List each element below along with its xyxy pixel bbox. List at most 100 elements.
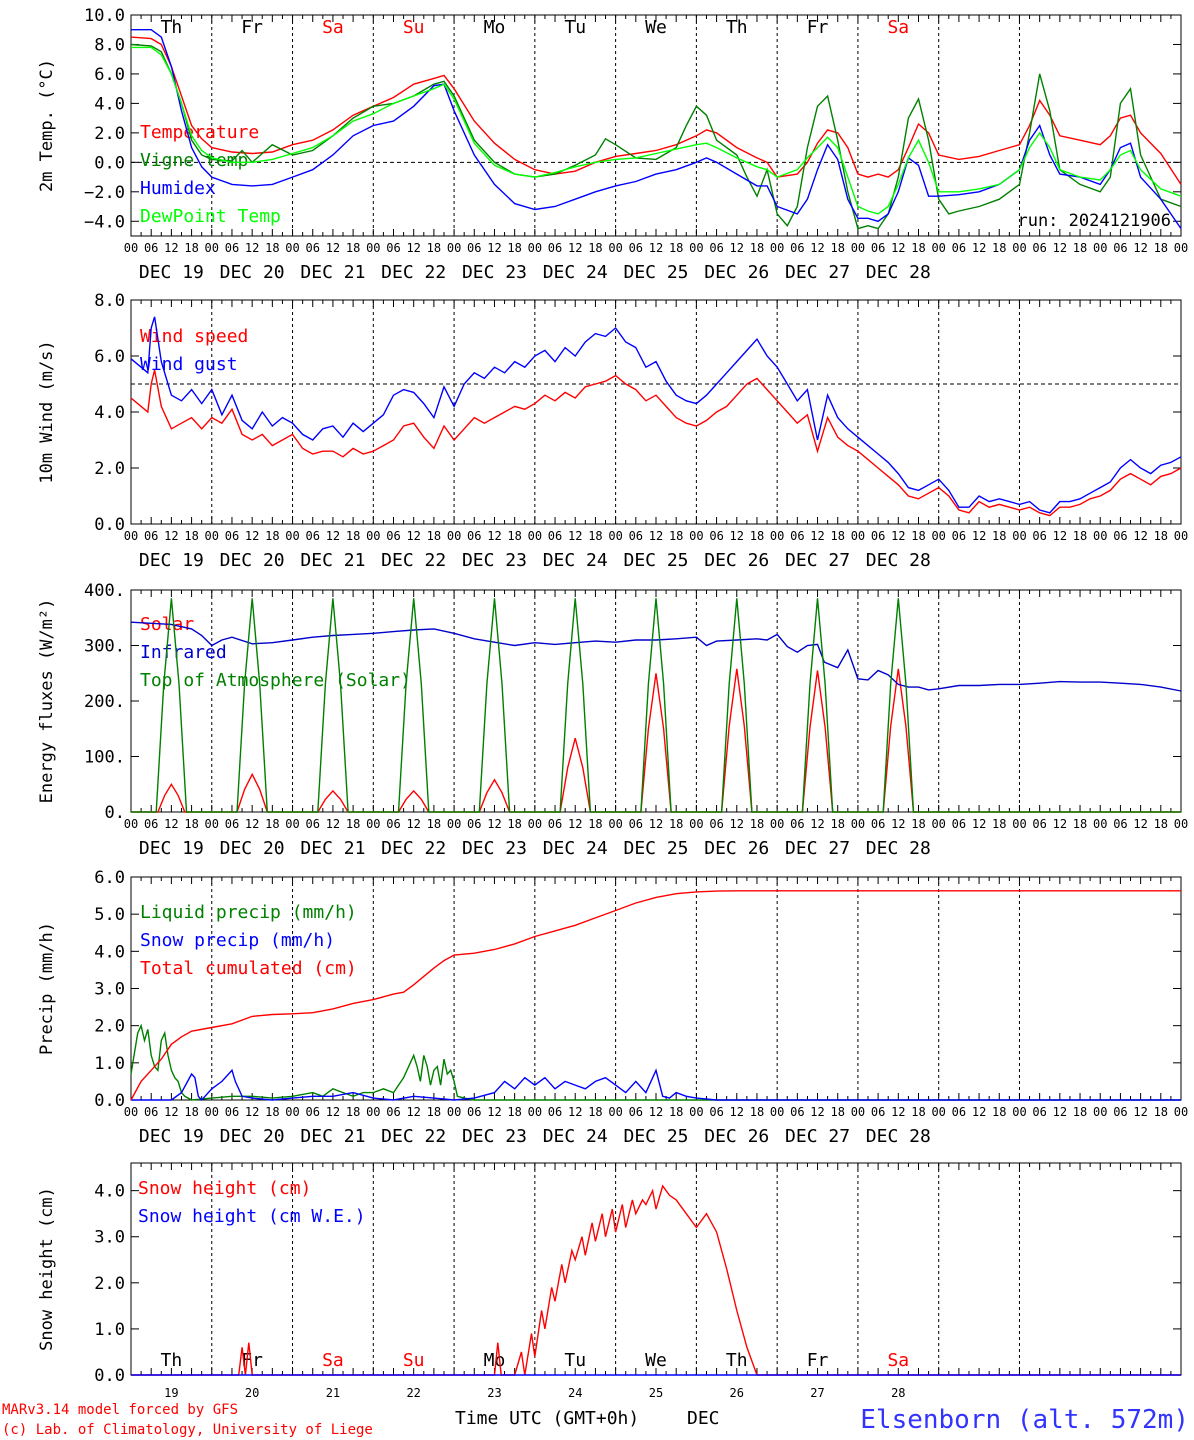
x-hour-label: 18 [750,1105,764,1119]
x-date-label: DEC 23 [462,1126,527,1147]
x-hour-label: 00 [1012,1105,1026,1119]
x-hour-label: 06 [871,529,885,543]
x-date-label: DEC 21 [300,550,365,571]
x-hour-label: 06 [709,817,723,831]
x-hour-label: 12 [972,817,986,831]
x-date-label: DEC 20 [220,262,285,283]
x-date-label: DEC 27 [785,838,850,859]
x-hour-label: 00 [770,241,784,255]
series-line [131,1068,1181,1102]
x-hour-label: 00 [285,241,299,255]
x-date-label: DEC 26 [704,262,769,283]
day-number-label: 27 [810,1386,824,1400]
x-hour-label: 06 [225,817,239,831]
x-date-label: DEC 25 [623,262,688,283]
x-hour-label: 00 [124,817,138,831]
x-hour-label: 12 [568,241,582,255]
x-hour-label: 00 [851,241,865,255]
x-hour-label: 18 [1154,1105,1168,1119]
x-hour-label: 18 [1154,817,1168,831]
x-hour-label: 12 [487,529,501,543]
legend-entry: Wind speed [140,326,248,347]
series-line [130,1023,1181,1101]
x-hour-label: 06 [790,241,804,255]
x-hour-label: 00 [608,1105,622,1119]
x-date-label: DEC 24 [543,262,608,283]
month-label: DEC [687,1408,720,1429]
x-date-label: DEC 26 [704,838,769,859]
legend-entry: Humidex [140,178,216,199]
x-hour-label: 12 [245,529,259,543]
x-hour-label: 18 [831,1105,845,1119]
x-hour-label: 12 [164,529,178,543]
y-tick-label: 8.0 [94,291,125,311]
series-line [130,621,1182,692]
x-hour-label: 12 [164,817,178,831]
weekday-label: Th [726,17,748,38]
day-number-label: 26 [730,1386,744,1400]
y-tick-label: 4.0 [94,94,125,114]
x-hour-label: 00 [205,241,219,255]
x-hour-label: 18 [669,529,683,543]
x-hour-label: 12 [406,817,420,831]
legend-entry: Temperature [140,122,259,143]
x-hour-label: 12 [891,529,905,543]
x-hour-label: 06 [1032,241,1046,255]
day-number-label: 25 [649,1386,663,1400]
weekday-label: Sa [322,17,344,38]
x-hour-label: 00 [285,817,299,831]
x-date-label: DEC 28 [866,550,931,571]
legend-entry: Snow height (cm W.E.) [138,1206,366,1227]
y-tick-label: 3.0 [94,1228,125,1248]
panel-2: 0.0 2.0 4.0 6.0 8.0 10m Wind (m/s) 00 06 12 18 00 0… [37,291,1188,571]
x-hour-label: 18 [346,529,360,543]
x-hour-label: 00 [1093,817,1107,831]
x-hour-label: 06 [306,241,320,255]
y-tick-label: −2.0 [84,183,125,203]
x-hour-label: 18 [911,817,925,831]
weekday-label: Mo [484,1350,506,1371]
series-line [130,43,1182,230]
x-hour-label: 06 [871,1105,885,1119]
y-axis-label: 2m Temp. (°C) [37,59,57,192]
x-hour-label: 00 [608,241,622,255]
x-hour-label: 18 [507,817,521,831]
x-hour-label: 06 [1032,529,1046,543]
x-hour-label: 00 [689,1105,703,1119]
day-number-label: 24 [568,1386,582,1400]
x-date-label: DEC 25 [623,838,688,859]
legend-entry: Vigne temp [140,150,248,171]
y-axis-label: Energy fluxes (W/m²) [37,599,57,804]
x-date-label: DEC 19 [139,550,204,571]
x-date-label: DEC 22 [381,1126,446,1147]
x-hour-label: 00 [528,529,542,543]
x-hour-label: 00 [1093,529,1107,543]
x-hour-label: 12 [891,1105,905,1119]
weekday-label: Fr [807,1350,829,1371]
x-hour-label: 12 [1053,241,1067,255]
x-date-label: DEC 21 [300,262,365,283]
x-hour-label: 18 [1073,529,1087,543]
y-tick-label: 1.0 [94,1054,125,1074]
x-hour-label: 00 [608,529,622,543]
legend-entry: Infrared [140,642,227,663]
x-hour-label: 06 [629,241,643,255]
x-date-label: DEC 27 [785,1126,850,1147]
x-hour-label: 18 [265,1105,279,1119]
x-hour-label: 18 [669,241,683,255]
x-hour-label: 12 [164,1105,178,1119]
x-hour-label: 18 [669,1105,683,1119]
x-hour-label: 18 [346,241,360,255]
x-hour-label: 00 [124,529,138,543]
x-date-label: DEC 25 [623,550,688,571]
series-line [131,29,1182,229]
x-hour-label: 12 [406,529,420,543]
y-tick-label: 0.0 [94,153,125,173]
panel-3: 0. 100. 200. 300. 400. Energy fluxes (W/m²) 00… [37,581,1188,859]
x-date-label: DEC 22 [381,262,446,283]
weekday-label: Sa [322,1350,344,1371]
x-hour-label: 18 [669,817,683,831]
weekday-label: Su [403,17,425,38]
